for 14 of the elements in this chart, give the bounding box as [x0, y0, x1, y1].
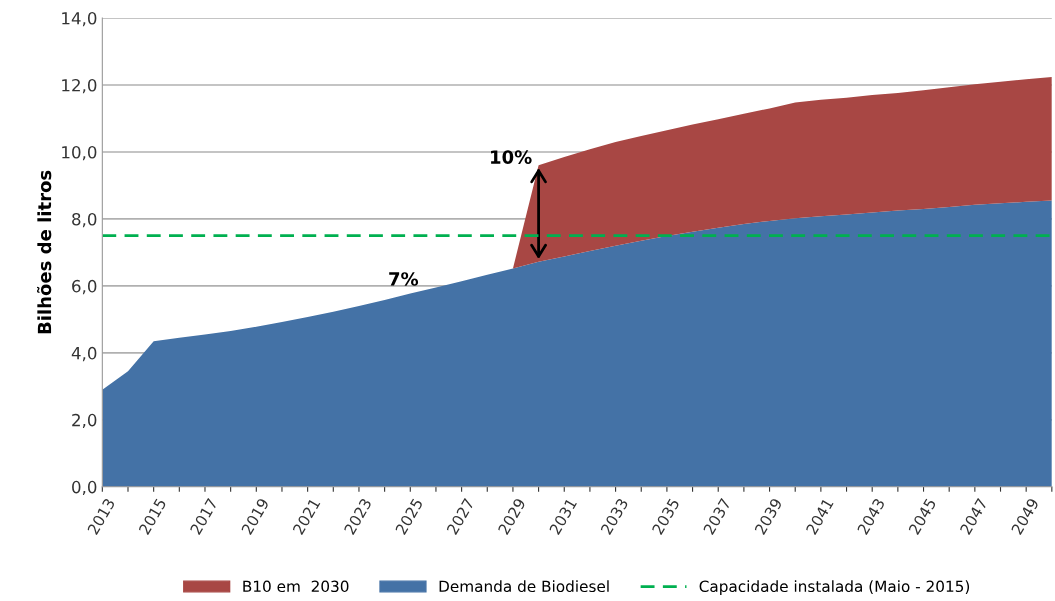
annotation: 7% — [389, 272, 419, 286]
legend-label: Demanda de Biodiesel — [439, 580, 609, 593]
legend-label: B10 em 2030 — [243, 580, 349, 593]
y-axis-title: Bilhões de litros — [37, 170, 52, 334]
y-tick-label: 6,0 — [72, 279, 97, 295]
y-tick-label: 10,0 — [62, 145, 97, 161]
y-tick-label: 4,0 — [71, 346, 97, 362]
y-tick-label: 12,0 — [62, 78, 97, 94]
y-tick-label: 2,0 — [72, 413, 97, 429]
y-tick-label: 14,0 — [62, 11, 97, 27]
annotation: 10% — [491, 150, 532, 164]
y-tick-label: 0,0 — [72, 480, 97, 496]
legend-label: Capacidade instalada (Maio - 2015) — [699, 580, 970, 596]
y-tick-label: 8,0 — [72, 212, 97, 228]
